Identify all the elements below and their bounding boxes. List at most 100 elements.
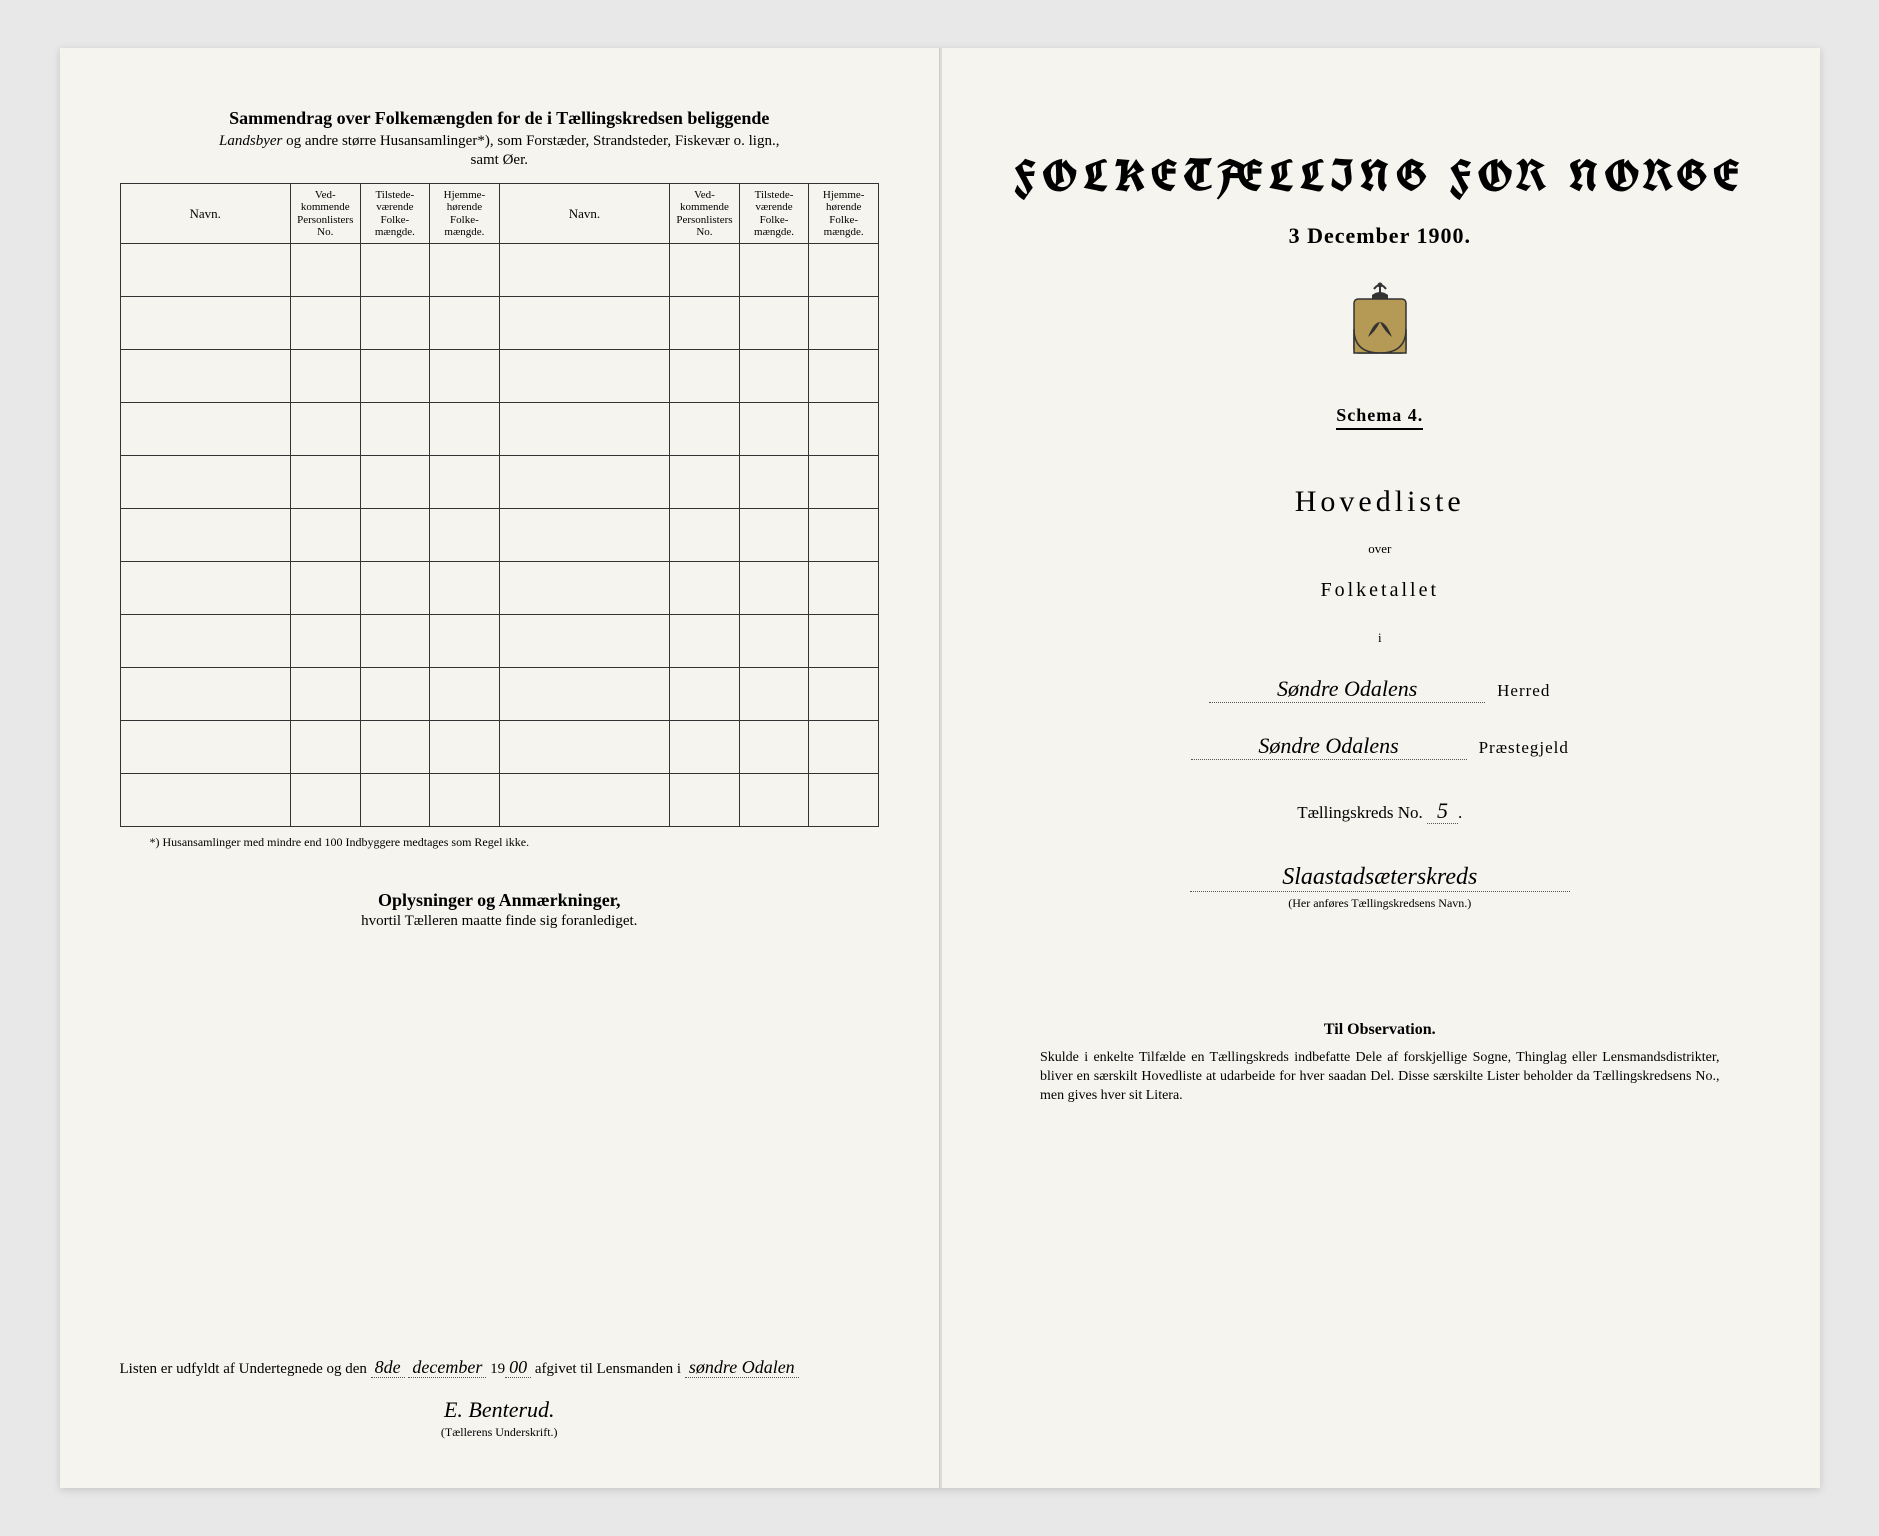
table-cell bbox=[360, 668, 430, 721]
table-cell bbox=[809, 509, 879, 562]
table-cell bbox=[360, 509, 430, 562]
signoff-prefix2: 19 bbox=[490, 1361, 505, 1377]
table-cell bbox=[499, 562, 669, 615]
table-cell bbox=[499, 403, 669, 456]
table-cell bbox=[120, 774, 290, 827]
table-cell bbox=[360, 721, 430, 774]
table-cell bbox=[120, 244, 290, 297]
kreds-no-line: Tællingskreds No. 5. bbox=[1000, 798, 1760, 824]
table-cell bbox=[120, 456, 290, 509]
left-page: Sammendrag over Folkemængden for de i Tæ… bbox=[60, 48, 941, 1488]
table-cell bbox=[430, 668, 500, 721]
table-cell bbox=[739, 403, 809, 456]
table-row bbox=[120, 350, 879, 403]
table-cell bbox=[430, 721, 500, 774]
summary-subtitle: Landsbyer og andre større Husansamlinger… bbox=[120, 133, 880, 150]
right-page: FOLKETÆLLING FOR NORGE 3 December 1900. … bbox=[940, 48, 1820, 1488]
table-cell bbox=[739, 615, 809, 668]
table-cell bbox=[120, 509, 290, 562]
table-cell bbox=[430, 774, 500, 827]
table-cell bbox=[360, 774, 430, 827]
table-cell bbox=[290, 403, 360, 456]
table-cell bbox=[120, 668, 290, 721]
observation-title: Til Observation. bbox=[1000, 1021, 1760, 1039]
table-cell bbox=[499, 456, 669, 509]
table-cell bbox=[670, 509, 740, 562]
kreds-name: Slaastadsæterskreds bbox=[1190, 864, 1570, 892]
table-cell bbox=[360, 244, 430, 297]
table-cell bbox=[360, 456, 430, 509]
table-cell bbox=[430, 509, 500, 562]
kreds-no-value: 5 bbox=[1427, 798, 1458, 824]
table-cell bbox=[670, 721, 740, 774]
table-row bbox=[120, 562, 879, 615]
table-cell bbox=[430, 297, 500, 350]
herred-value: Søndre Odalens bbox=[1209, 676, 1485, 703]
table-cell bbox=[809, 244, 879, 297]
signoff-line: Listen er udfyldt af Undertegnede og den… bbox=[120, 1357, 880, 1378]
table-cell bbox=[809, 562, 879, 615]
over-label: over bbox=[1000, 541, 1760, 557]
table-row bbox=[120, 615, 879, 668]
signoff-prefix: Listen er udfyldt af Undertegnede og den bbox=[120, 1361, 371, 1377]
table-cell bbox=[120, 350, 290, 403]
col-vedk-1: Ved- kommende Personlisters No. bbox=[290, 184, 360, 244]
table-cell bbox=[670, 244, 740, 297]
summary-table: Navn. Ved- kommende Personlisters No. Ti… bbox=[120, 183, 880, 827]
praestegjeld-value: Søndre Odalens bbox=[1191, 733, 1467, 760]
table-cell bbox=[360, 403, 430, 456]
table-cell bbox=[290, 721, 360, 774]
table-cell bbox=[360, 297, 430, 350]
table-cell bbox=[670, 562, 740, 615]
signoff-mid: afgivet til Lensmanden i bbox=[535, 1361, 685, 1377]
table-cell bbox=[809, 297, 879, 350]
table-cell bbox=[670, 668, 740, 721]
table-row bbox=[120, 244, 879, 297]
summary-table-body bbox=[120, 244, 879, 827]
table-cell bbox=[120, 403, 290, 456]
table-row bbox=[120, 456, 879, 509]
table-cell bbox=[290, 774, 360, 827]
table-cell bbox=[499, 350, 669, 403]
table-cell bbox=[360, 562, 430, 615]
table-cell bbox=[739, 774, 809, 827]
table-cell bbox=[290, 456, 360, 509]
table-cell bbox=[739, 562, 809, 615]
table-cell bbox=[430, 615, 500, 668]
table-cell bbox=[670, 297, 740, 350]
table-cell bbox=[809, 668, 879, 721]
document-spread: Sammendrag over Folkemængden for de i Tæ… bbox=[60, 48, 1820, 1488]
census-date: 3 December 1900. bbox=[1000, 223, 1760, 249]
signer-name: E. Benterud. bbox=[60, 1397, 940, 1423]
col-tilst-1: Tilstede- værende Folke- mængde. bbox=[360, 184, 430, 244]
folketallet-heading: Folketallet bbox=[1000, 579, 1760, 602]
schema-label: Schema 4. bbox=[1336, 405, 1423, 430]
kreds-label-post: . bbox=[1458, 803, 1462, 822]
table-cell bbox=[430, 244, 500, 297]
table-cell bbox=[809, 456, 879, 509]
table-cell bbox=[290, 562, 360, 615]
table-row bbox=[120, 509, 879, 562]
table-cell bbox=[499, 668, 669, 721]
table-cell bbox=[739, 509, 809, 562]
table-cell bbox=[670, 615, 740, 668]
col-hjemme-1: Hjemme- hørende Folke- mængde. bbox=[430, 184, 500, 244]
table-row bbox=[120, 774, 879, 827]
table-cell bbox=[809, 403, 879, 456]
table-cell bbox=[499, 509, 669, 562]
table-row bbox=[120, 668, 879, 721]
table-cell bbox=[739, 721, 809, 774]
praestegjeld-row: Søndre Odalens Præstegjeld bbox=[1000, 733, 1760, 760]
col-navn-1: Navn. bbox=[120, 184, 290, 244]
table-cell bbox=[670, 403, 740, 456]
table-cell bbox=[499, 615, 669, 668]
table-cell bbox=[120, 721, 290, 774]
census-title: FOLKETÆLLING FOR NORGE bbox=[1000, 148, 1760, 205]
table-cell bbox=[430, 350, 500, 403]
observation-text: Skulde i enkelte Tilfælde en Tællingskre… bbox=[1040, 1049, 1720, 1106]
table-cell bbox=[360, 350, 430, 403]
table-cell bbox=[290, 615, 360, 668]
subtitle-italic: Landsbyer bbox=[219, 133, 282, 149]
table-cell bbox=[739, 297, 809, 350]
table-cell bbox=[499, 774, 669, 827]
